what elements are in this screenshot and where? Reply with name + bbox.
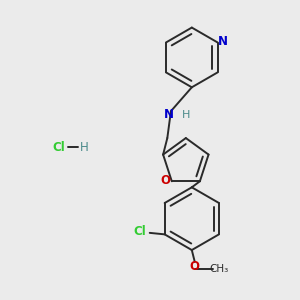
- Text: N: N: [164, 108, 173, 121]
- Text: H: H: [80, 140, 89, 154]
- Text: Cl: Cl: [133, 225, 146, 238]
- Text: Cl: Cl: [52, 140, 65, 154]
- Text: O: O: [160, 174, 170, 187]
- Text: O: O: [189, 260, 199, 273]
- Text: H: H: [182, 110, 190, 120]
- Text: CH₃: CH₃: [210, 264, 229, 274]
- Text: N: N: [218, 35, 228, 48]
